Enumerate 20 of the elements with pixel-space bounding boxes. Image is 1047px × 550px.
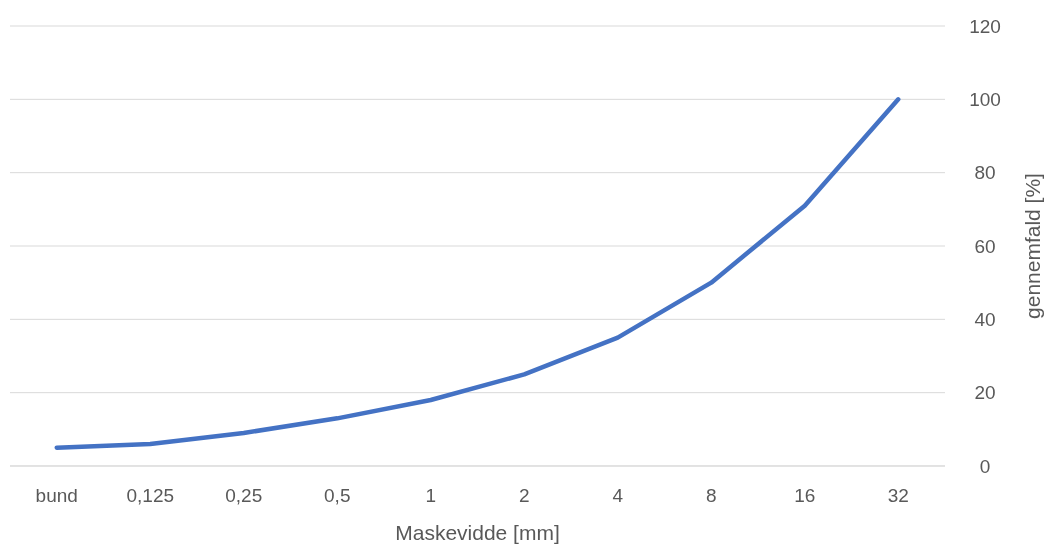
x-tick-label: 8	[705, 485, 717, 506]
y-tick-label: 80	[974, 162, 996, 184]
y-tick-label: 0	[979, 455, 991, 477]
y-tick-label: 100	[969, 88, 1001, 110]
y-tick-label: 60	[974, 235, 996, 257]
x-tick-label: 0,125	[126, 485, 175, 506]
x-tick-label: 1	[425, 485, 437, 506]
x-tick-label: 0,5	[324, 485, 351, 506]
x-tick-label: bund	[35, 485, 78, 506]
y-tick-label: 20	[974, 382, 996, 404]
x-tick-label: 16	[794, 485, 816, 506]
y-axis-title: gennemfald [%]	[1021, 173, 1044, 319]
x-tick-label: 32	[887, 485, 909, 506]
x-tick-label: 0,25	[225, 485, 263, 506]
x-tick-label: 2	[518, 485, 530, 506]
x-tick-label: 4	[612, 485, 624, 506]
x-axis-title: Maskevidde [mm]	[395, 521, 560, 544]
line-series	[54, 97, 901, 450]
y-tick-label: 120	[969, 15, 1001, 37]
y-tick-label: 40	[974, 308, 996, 330]
